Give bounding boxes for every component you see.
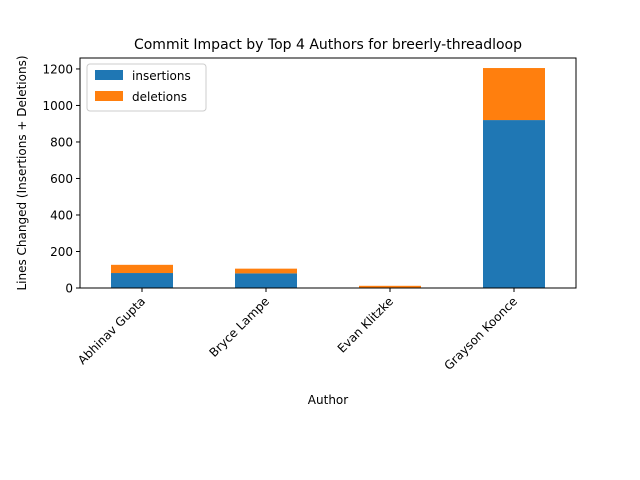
bar-insertions-0 xyxy=(111,273,173,288)
y-axis-ticks: 0 200 400 600 800 1000 1200 xyxy=(42,62,80,296)
x-axis-label: Author xyxy=(308,393,348,407)
bar-deletions-3 xyxy=(483,68,545,121)
x-tick-label-1: Bryce Lampe xyxy=(207,294,273,360)
bar-deletions-2 xyxy=(359,285,421,288)
legend-swatch-deletions xyxy=(95,91,123,101)
x-tick-label-2: Evan Klitzke xyxy=(335,294,396,355)
x-axis-ticks: Abhinav Gupta Bryce Lampe Evan Klitzke Gray… xyxy=(75,288,520,373)
legend-swatch-insertions xyxy=(95,70,123,80)
y-tick-label-1: 200 xyxy=(50,245,73,259)
y-tick-label-3: 600 xyxy=(50,172,73,186)
x-tick-label-3: Grayson Koonce xyxy=(441,294,520,373)
y-tick-label-5: 1000 xyxy=(42,99,73,113)
y-axis-label: Lines Changed (Insertions + Deletions) xyxy=(15,55,29,290)
legend: insertions deletions xyxy=(86,63,207,112)
y-tick-label-4: 800 xyxy=(50,135,73,149)
y-tick-label-6: 1200 xyxy=(42,62,73,76)
plot-frame xyxy=(79,57,577,289)
bar-insertions-3 xyxy=(483,120,545,288)
chart-title: Commit Impact by Top 4 Authors for breer… xyxy=(134,37,522,53)
bar-deletions-1 xyxy=(235,268,297,274)
legend-label-deletions: deletions xyxy=(132,90,187,104)
y-tick-label-0: 0 xyxy=(65,282,73,296)
bar-deletions-0 xyxy=(111,264,173,274)
legend-label-insertions: insertions xyxy=(132,69,191,83)
bars-group xyxy=(111,68,545,288)
bar-insertions-1 xyxy=(235,273,297,288)
y-tick-label-2: 400 xyxy=(50,208,73,222)
x-tick-label-0: Abhinav Gupta xyxy=(75,294,148,367)
